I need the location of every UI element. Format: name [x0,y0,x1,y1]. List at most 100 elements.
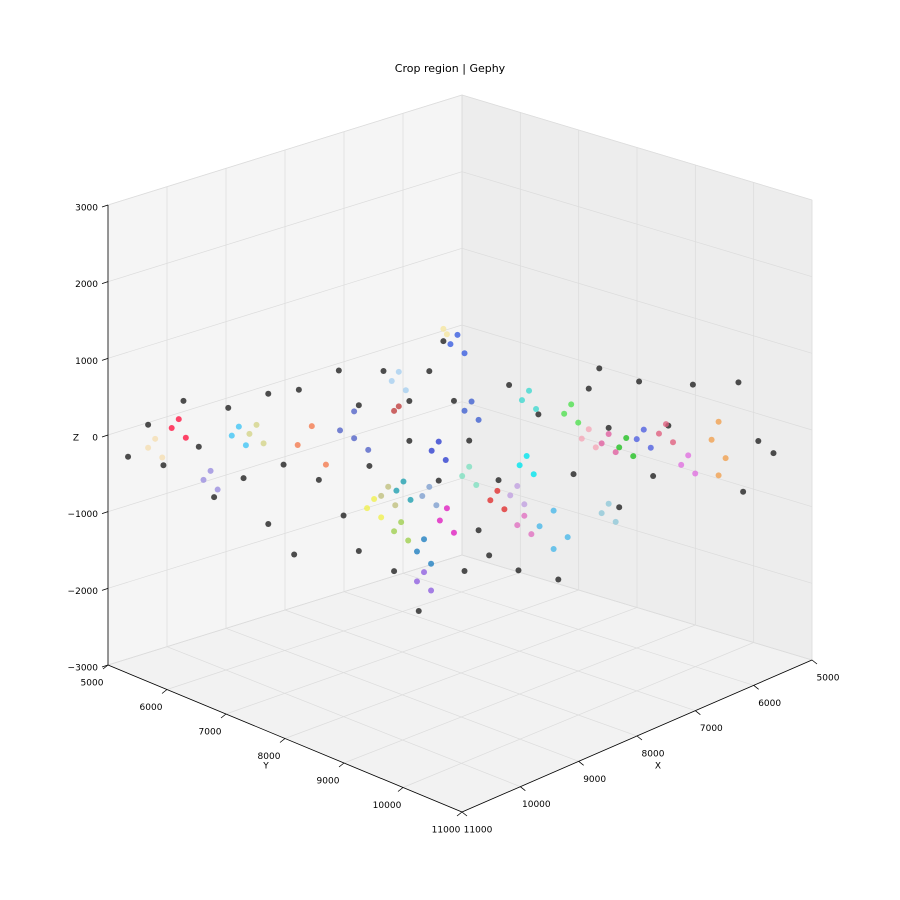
point [630,453,637,460]
z-tick-label: −2000 [68,587,99,597]
point [585,385,592,392]
tick-mark [753,685,759,690]
point [228,432,235,439]
point [501,506,508,513]
point [459,472,466,479]
point [447,341,454,348]
point [605,500,612,507]
point [182,434,189,441]
y-axis-label: Y [262,762,269,772]
point [240,475,247,482]
point [526,387,533,394]
point [755,438,762,445]
point [722,455,729,462]
point [428,560,435,567]
y-tick-label: 5000 [81,679,104,689]
point [337,427,344,434]
z-tick-label: 2000 [75,280,98,290]
point [443,505,450,512]
grid-line [107,171,463,283]
point [406,397,413,404]
point [495,477,502,484]
grid-line [107,401,463,513]
point [426,483,433,490]
grid-line [461,477,813,584]
point [473,482,480,489]
point [145,444,152,451]
point [461,407,468,414]
point [692,470,699,477]
point [575,419,582,426]
y-tick-label: 7000 [199,728,222,738]
point [393,487,400,494]
point [486,552,493,559]
point [466,437,473,444]
tick-mark [101,357,109,361]
x-tick-label: 6000 [758,699,781,709]
tick-mark [695,710,701,715]
point [561,410,568,417]
point [426,368,433,375]
point [605,424,612,431]
point [670,439,677,446]
point [605,430,612,437]
point [371,495,378,502]
point [650,473,657,480]
point [315,476,322,483]
point [450,397,457,404]
x-tick-label: 5000 [817,674,840,684]
point [291,551,298,558]
x-axis-label: X [655,762,661,772]
marks [125,325,777,615]
point [160,462,167,469]
point [708,436,715,443]
point [159,454,166,461]
point [715,418,722,425]
point [388,377,395,384]
point [405,537,412,544]
point [487,497,494,504]
point [433,502,440,509]
tick-mark [101,204,109,208]
point [592,444,599,451]
point [145,421,152,428]
point [475,416,482,423]
point [395,368,402,375]
point [380,367,387,374]
point [351,408,358,415]
point [355,402,362,409]
tick-mark [338,762,345,768]
tick-mark [101,511,109,515]
point [528,531,535,538]
point [466,463,473,470]
point [364,505,371,512]
point [715,472,722,479]
point [550,545,557,552]
point [211,494,218,501]
tick-mark [101,281,109,285]
grid-line [225,589,579,715]
point [402,387,409,394]
point [596,365,603,372]
point [440,338,447,345]
point [450,529,457,536]
point [461,568,468,575]
y-tick-label: 9000 [317,777,340,787]
point [265,390,272,397]
point [612,449,619,456]
point [655,430,662,437]
x-tick-label: 11000 [464,826,493,836]
point [246,430,253,437]
z-tick-label: 0 [92,434,98,444]
point [475,527,482,534]
point [351,435,358,442]
point [395,403,402,410]
point [207,467,214,474]
grid-line [107,94,463,206]
y-tick-label: 8000 [258,752,281,762]
point [265,521,272,528]
point [633,436,640,443]
point [568,401,575,408]
point [662,421,669,428]
